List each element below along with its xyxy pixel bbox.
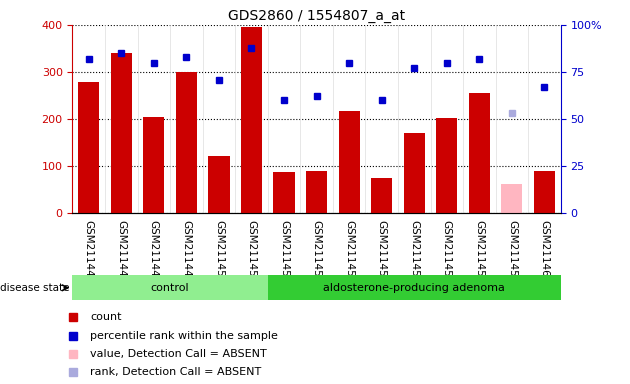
Text: GSM211457: GSM211457 — [442, 220, 452, 283]
Text: GSM211451: GSM211451 — [246, 220, 256, 283]
Text: GSM211447: GSM211447 — [117, 220, 126, 283]
Bar — [143, 117, 164, 213]
Bar — [241, 27, 262, 213]
Bar — [338, 111, 360, 213]
Bar — [78, 82, 100, 213]
Text: GSM211452: GSM211452 — [279, 220, 289, 283]
Bar — [436, 118, 457, 213]
Bar — [111, 53, 132, 213]
Bar — [404, 133, 425, 213]
Text: control: control — [151, 283, 190, 293]
Text: rank, Detection Call = ABSENT: rank, Detection Call = ABSENT — [90, 367, 261, 377]
Bar — [371, 178, 392, 213]
Text: value, Detection Call = ABSENT: value, Detection Call = ABSENT — [90, 349, 267, 359]
Text: GSM211448: GSM211448 — [149, 220, 159, 283]
Text: GSM211454: GSM211454 — [344, 220, 354, 283]
Bar — [469, 93, 490, 213]
Text: GSM211459: GSM211459 — [507, 220, 517, 283]
Text: disease state: disease state — [0, 283, 69, 293]
Bar — [306, 171, 327, 213]
Text: GSM211446: GSM211446 — [84, 220, 94, 283]
Bar — [176, 72, 197, 213]
Text: GSM211453: GSM211453 — [312, 220, 321, 283]
Text: GSM211460: GSM211460 — [539, 220, 549, 283]
Bar — [534, 171, 555, 213]
FancyBboxPatch shape — [72, 275, 268, 300]
Text: aldosterone-producing adenoma: aldosterone-producing adenoma — [323, 283, 505, 293]
Bar — [273, 172, 295, 213]
FancyBboxPatch shape — [268, 275, 561, 300]
Title: GDS2860 / 1554807_a_at: GDS2860 / 1554807_a_at — [228, 8, 405, 23]
Text: GSM211449: GSM211449 — [181, 220, 192, 283]
Text: GSM211455: GSM211455 — [377, 220, 387, 283]
Text: percentile rank within the sample: percentile rank within the sample — [90, 331, 278, 341]
Text: count: count — [90, 312, 122, 322]
Text: GSM211456: GSM211456 — [410, 220, 419, 283]
Text: GSM211450: GSM211450 — [214, 220, 224, 283]
Bar — [209, 156, 229, 213]
Bar — [501, 184, 522, 213]
Text: GSM211458: GSM211458 — [474, 220, 484, 283]
